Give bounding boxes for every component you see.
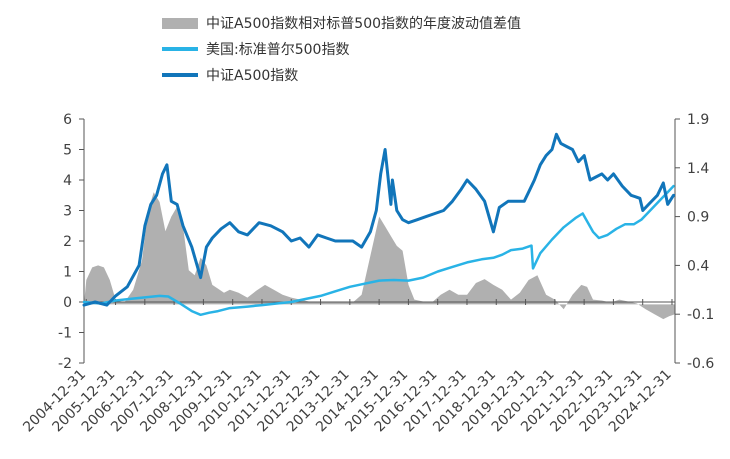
y-left-tick-label: 4 <box>63 173 72 189</box>
y-left-tick-label: 6 <box>63 112 72 128</box>
legend-swatch-diff <box>162 17 198 29</box>
legend-label-csia500: 中证A500指数 <box>206 68 299 84</box>
diff-area-layer <box>84 192 675 320</box>
series-sp500-line <box>82 184 675 317</box>
legend-item-sp500: 美国:标准普尔500指数 <box>162 36 521 62</box>
legend-item-csia500: 中证A500指数 <box>162 62 521 88</box>
y-left-tick-label: 5 <box>63 143 72 159</box>
y-right-tick-label: 1.9 <box>687 112 709 128</box>
y-right-tick-label: 0.4 <box>687 258 709 274</box>
y-left-tick-label: 0 <box>63 295 72 311</box>
y-right-tick-label: -0.6 <box>687 356 714 372</box>
y-right-tick-label: 0.9 <box>687 210 709 226</box>
y-right-tick-label: -0.1 <box>687 307 714 323</box>
y-right-tick-label: 1.4 <box>687 161 709 177</box>
legend-swatch-sp500 <box>162 47 198 51</box>
y-left-tick-label: 3 <box>63 204 72 220</box>
legend-swatch-csia500 <box>162 73 198 77</box>
y-left-tick-label: 1 <box>63 265 72 281</box>
y-left-tick-label: 2 <box>63 234 72 250</box>
series-csia500-line <box>82 132 675 307</box>
series-lines <box>82 132 675 317</box>
y-left-tick-label: -2 <box>58 356 72 372</box>
legend: 中证A500指数相对标普500指数的年度波动值差值 美国:标准普尔500指数 中… <box>162 10 521 88</box>
legend-label-sp500: 美国:标准普尔500指数 <box>206 42 350 58</box>
axes <box>79 118 680 364</box>
legend-label-diff: 中证A500指数相对标普500指数的年度波动值差值 <box>206 16 522 32</box>
y-left-tick-label: -1 <box>58 326 72 342</box>
series-diff-area <box>84 192 675 320</box>
legend-item-diff: 中证A500指数相对标普500指数的年度波动值差值 <box>162 10 521 36</box>
